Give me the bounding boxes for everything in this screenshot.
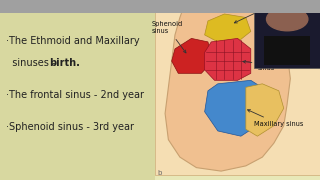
Text: sinuses -: sinuses - xyxy=(6,58,59,68)
FancyBboxPatch shape xyxy=(155,0,320,175)
FancyBboxPatch shape xyxy=(0,0,320,13)
Text: Sphenoid
sinus: Sphenoid sinus xyxy=(152,21,186,53)
Text: Ethmoid
sinus: Ethmoid sinus xyxy=(243,58,285,71)
Circle shape xyxy=(267,8,308,31)
Polygon shape xyxy=(205,80,267,136)
Text: ·The Ethmoid and Maxillary: ·The Ethmoid and Maxillary xyxy=(6,36,140,46)
Text: Maxillary sinus: Maxillary sinus xyxy=(248,110,303,127)
Polygon shape xyxy=(246,84,284,136)
Polygon shape xyxy=(205,14,251,42)
FancyBboxPatch shape xyxy=(264,36,310,65)
Text: ·The frontal sinus - 2nd year: ·The frontal sinus - 2nd year xyxy=(6,90,144,100)
Text: Frontal sinus: Frontal sinus xyxy=(234,2,293,23)
Polygon shape xyxy=(205,38,251,80)
FancyBboxPatch shape xyxy=(0,0,155,180)
Polygon shape xyxy=(165,0,290,171)
Text: ·Sphenoid sinus - 3rd year: ·Sphenoid sinus - 3rd year xyxy=(6,122,134,132)
Text: b: b xyxy=(158,170,162,176)
Polygon shape xyxy=(172,38,213,73)
Text: birth.: birth. xyxy=(50,58,80,68)
FancyBboxPatch shape xyxy=(254,0,320,68)
